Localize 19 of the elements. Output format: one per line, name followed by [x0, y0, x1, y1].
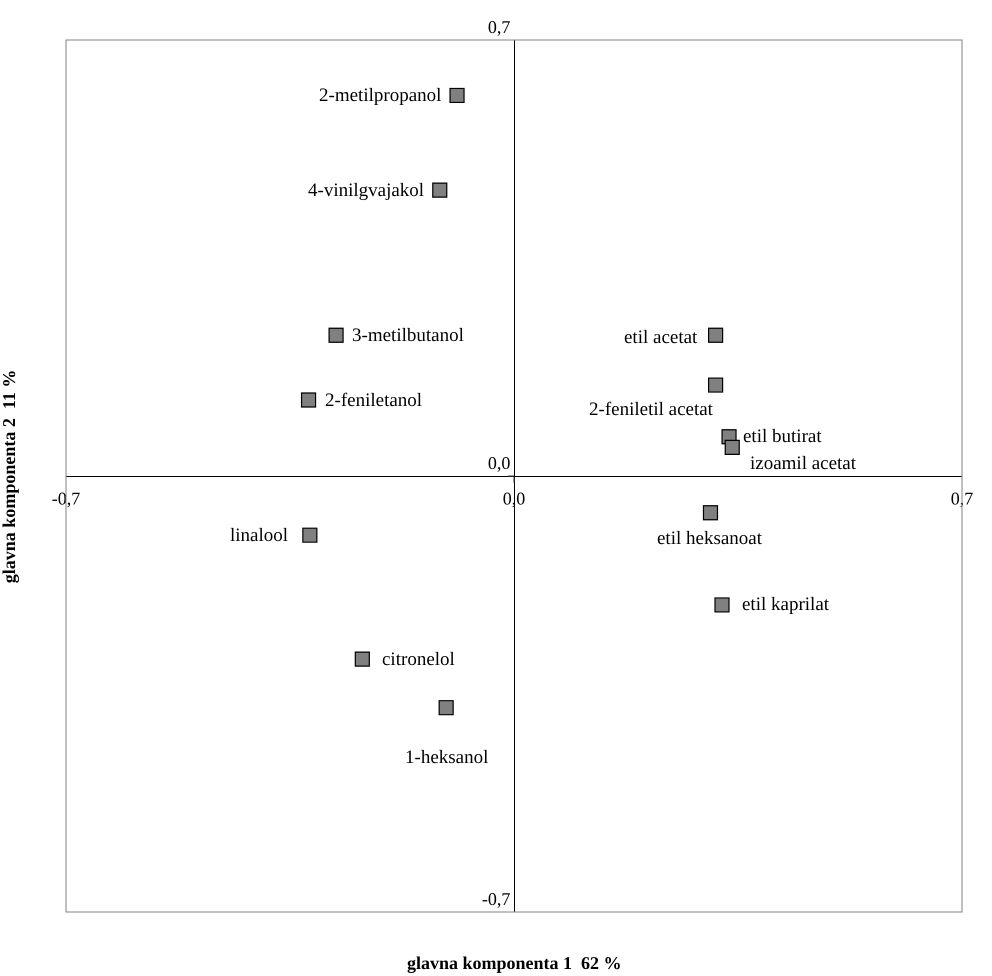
annotation: etil butirat — [743, 426, 822, 447]
annotation: 4-vinilgvajakol — [308, 180, 424, 201]
annotation: 2-feniletanol — [325, 390, 422, 411]
annotation: etil acetat — [624, 327, 698, 348]
annotation: linalool — [230, 525, 288, 546]
annotation: izoamil acetat — [750, 453, 857, 474]
x-axis-title: glavna komponenta 1 62 % — [407, 953, 622, 973]
annotation: 1-heksanol — [405, 747, 488, 768]
annotation: 2-metilpropanol — [319, 85, 442, 106]
x-tick-label: -0,7 — [52, 488, 80, 509]
y-tick-label: 0,7 — [488, 17, 510, 38]
annotation: citronelol — [382, 649, 455, 670]
annotation: etil heksanoat — [657, 528, 763, 549]
annotation: 3-metilbutanol — [352, 325, 464, 346]
annotation: 2-feniletil acetat — [589, 399, 714, 420]
y-tick-label: 0,0 — [488, 453, 510, 474]
annotation: etil kaprilat — [742, 594, 830, 615]
y-tick-label: -0,7 — [482, 889, 510, 910]
y-axis-title: glavna komponenta 2 11 % — [0, 370, 20, 584]
